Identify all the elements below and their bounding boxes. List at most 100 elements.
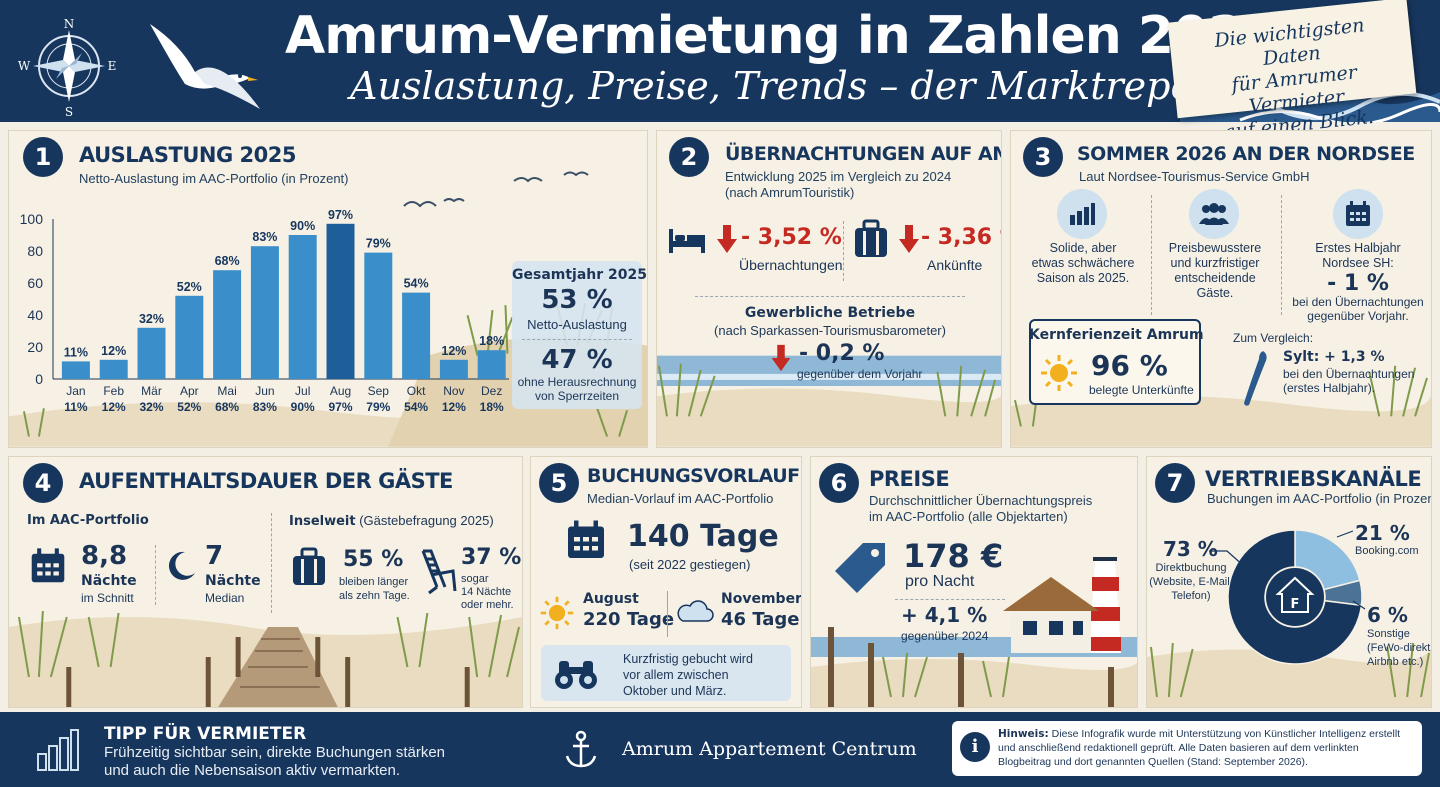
section-buchungsvorlauf: 5 BUCHUNGSVORLAUF Median-Vorlauf im AAC-…	[530, 456, 802, 708]
slice-label-desc: Sonstige (FeWo-direkt, Airbnb etc.)	[1367, 628, 1432, 668]
compass-w: W	[18, 59, 31, 73]
beach-chair-icon	[421, 549, 457, 595]
slice-label-value: 21 %	[1355, 521, 1410, 545]
section-title: SOMMER 2026 AN DER NORDSEE	[1077, 143, 1415, 165]
x-tick-value: 79%	[366, 400, 390, 414]
bar	[477, 350, 506, 379]
x-tick-value: 12%	[102, 400, 126, 414]
left-label: Im AAC-Portfolio	[27, 513, 149, 528]
disclaimer-label: Hinweis:	[998, 728, 1049, 740]
metric-value: - 3,52 %	[741, 225, 842, 250]
sommer-value: - 1 %	[1327, 271, 1389, 296]
kern-label: belegte Unterkünfte	[1089, 383, 1194, 397]
section-title: AUFENTHALTSDAUER DER GÄSTE	[79, 469, 453, 493]
bar	[175, 295, 204, 379]
year-value: 53 %	[541, 285, 613, 315]
section-number: 4	[23, 463, 63, 503]
section-subtitle: (nach AmrumTouristik)	[725, 185, 855, 200]
anchor-icon	[565, 730, 597, 768]
compass-rose-icon: N E S W	[18, 17, 117, 118]
compass-s: S	[65, 105, 73, 118]
kern-title: Kernferienzeit Amrum	[1029, 327, 1204, 343]
dune-illustration	[1011, 366, 1431, 447]
calendar-icon	[1333, 189, 1383, 239]
bar-data-label: 79%	[366, 237, 391, 251]
v2-value: 7	[205, 541, 224, 571]
sun-icon	[540, 596, 574, 630]
main-desc: (seit 2022 gestiegen)	[629, 557, 751, 572]
x-tick-value: 52%	[177, 400, 201, 414]
suitcase-icon	[855, 219, 887, 257]
bar-data-label: 90%	[290, 219, 315, 233]
leader-line	[1352, 600, 1366, 610]
section-auslastung: 1 AUSLASTUNG 2025 Netto-Auslastung im AA…	[8, 130, 648, 448]
bar-data-label: 68%	[215, 254, 240, 268]
metric-label: Übernachtungen	[739, 257, 843, 273]
price-unit: pro Nacht	[905, 573, 975, 590]
y-tick-label: 20	[27, 339, 43, 355]
main-value: 140 Tage	[627, 519, 779, 554]
sommer-text-2: Preisbewusstere und kurzfristiger entschei…	[1168, 241, 1262, 300]
moon-icon	[168, 551, 195, 580]
leader-line	[1336, 530, 1354, 538]
v3-desc: bleiben länger als zehn Tage.	[339, 576, 410, 602]
x-tick-value: 68%	[215, 400, 239, 414]
arrow-down-icon	[717, 225, 737, 253]
section-number: 7	[1155, 463, 1195, 503]
section-subtitle: Netto-Auslastung im AAC-Portfolio (in Pr…	[79, 171, 349, 186]
alt-desc: ohne Herausrechnung	[517, 375, 637, 389]
bar-data-label: 54%	[404, 277, 429, 291]
donut-center-letter: F	[1291, 597, 1300, 612]
aug-value: 220 Tage	[583, 609, 675, 630]
brand-name: Amrum Appartement Centrum	[622, 738, 917, 760]
bar-data-label: 32%	[139, 312, 164, 326]
bar	[61, 361, 90, 379]
x-tick-value: 18%	[480, 400, 504, 414]
section-subtitle: Buchungen im AAC-Portfolio (in Prozent)	[1207, 491, 1432, 506]
v1-unit: Nächte	[81, 573, 137, 589]
sommer-text-3: Erstes Halbjahr Nordsee SH:	[1315, 241, 1401, 270]
section-title: PREISE	[869, 467, 950, 491]
disclaimer-text: Diese Infografik wurde mit Unterstützung…	[998, 728, 1401, 768]
bar	[250, 246, 279, 379]
cloud-icon	[677, 600, 714, 622]
bar-data-label: 97%	[328, 208, 353, 222]
bar	[439, 359, 468, 379]
bar	[99, 359, 128, 379]
arrow-down-icon	[899, 225, 919, 253]
sylt-value: Sylt: + 1,3 %	[1283, 349, 1385, 365]
x-tick-value: 90%	[291, 400, 315, 414]
sylt-desc: bei den Übernachtungen (erstes Halbjahr).	[1283, 367, 1415, 395]
section-preise: 6 PREISE Durchschnittlicher Übernachtung…	[810, 456, 1138, 708]
right-label: Inselweit (Gästebefragung 2025)	[289, 513, 494, 529]
year-summary-box	[512, 261, 642, 409]
slice-label-desc: Booking.com	[1355, 545, 1419, 557]
v4-value: 37 %	[461, 545, 522, 570]
section-title: AUSLASTUNG 2025	[79, 143, 297, 167]
y-tick-label: 80	[27, 243, 43, 259]
tip-text: Frühzeitig sichtbar sein, direkte Buchun…	[104, 744, 446, 779]
y-tick-label: 40	[27, 307, 43, 323]
gew-label: gegenüber dem Vorjahr	[797, 367, 923, 381]
sun-icon	[1041, 355, 1077, 391]
section-number: 2	[669, 137, 709, 177]
section-sommer-2026: 3 SOMMER 2026 AN DER NORDSEE Laut Nordse…	[1010, 130, 1432, 448]
section-title: ÜBERNACHTUNGEN AUF AMRUM	[725, 143, 1001, 165]
bar-data-label: 83%	[252, 230, 277, 244]
slice-label-value: 6 %	[1367, 603, 1408, 627]
section-number: 5	[539, 463, 579, 503]
v1-desc: im Schnitt	[81, 591, 134, 605]
bar-data-label: 18%	[479, 334, 504, 348]
x-tick-value: 12%	[442, 400, 466, 414]
info-icon: i	[960, 732, 990, 762]
bar	[213, 270, 242, 379]
bar-chart-icon	[37, 729, 79, 771]
bar	[326, 223, 355, 379]
nov-value: 46 Tage	[721, 609, 800, 630]
x-tick-value: 11%	[64, 400, 88, 414]
boardwalk-illustration	[9, 610, 522, 707]
bar-data-label: 11%	[64, 345, 88, 359]
section-number: 6	[819, 463, 859, 503]
aug-label: August	[583, 591, 639, 607]
beach-illustration	[657, 355, 1001, 447]
